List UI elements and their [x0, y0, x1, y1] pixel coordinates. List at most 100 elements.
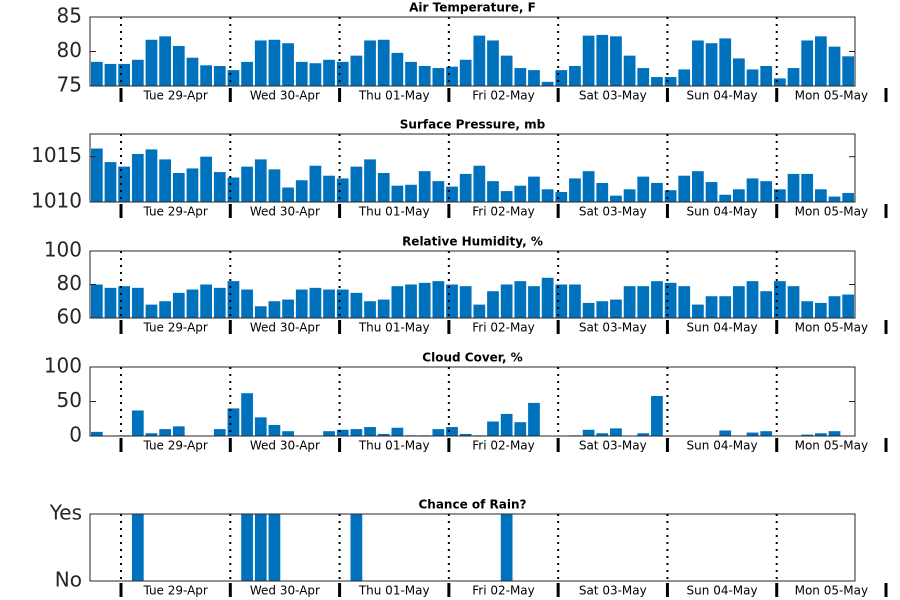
bar — [282, 431, 294, 436]
bar — [227, 408, 240, 436]
day-label: Wed 30-Apr — [250, 89, 320, 103]
day-label: Sat 03-May — [579, 584, 647, 598]
y-tick-label: 85 — [57, 4, 82, 28]
bar — [828, 431, 841, 436]
y-tick-label: 75 — [57, 73, 82, 97]
y-tick-label: 100 — [44, 238, 82, 262]
bar — [90, 431, 103, 436]
bar — [254, 159, 267, 202]
day-label: Tue 29-Apr — [142, 584, 207, 598]
bar — [528, 176, 540, 202]
bar — [569, 284, 581, 318]
y-tick-label: Yes — [49, 501, 82, 525]
day-label: Sat 03-May — [579, 321, 647, 335]
bar — [118, 63, 131, 86]
day-label: Sat 03-May — [579, 205, 647, 219]
panel-title: Surface Pressure, mb — [400, 118, 546, 132]
bar — [446, 66, 458, 86]
bar — [268, 169, 281, 202]
bar — [678, 286, 691, 318]
bar — [760, 65, 773, 86]
bar — [282, 43, 294, 86]
bar — [364, 427, 376, 436]
bar — [104, 162, 117, 202]
bar — [241, 514, 253, 581]
day-label: Tue 29-Apr — [142, 439, 207, 453]
bar — [787, 286, 800, 318]
day-label: Sun 04-May — [687, 321, 758, 335]
bar — [241, 393, 253, 436]
bar — [541, 81, 554, 86]
bar — [528, 70, 540, 86]
panel-title: Chance of Rain? — [418, 498, 526, 512]
bar — [186, 289, 199, 318]
bar — [350, 292, 363, 318]
bar — [678, 175, 691, 202]
y-tick-label: 80 — [57, 38, 82, 62]
bar — [104, 287, 117, 318]
axes-box — [89, 513, 856, 582]
bar — [241, 289, 253, 318]
bar — [432, 68, 445, 86]
bar — [733, 189, 745, 202]
bar — [118, 286, 131, 318]
bar — [418, 65, 431, 86]
bar — [569, 178, 581, 202]
bar — [90, 284, 103, 318]
day-label: Sun 04-May — [687, 439, 758, 453]
day-label: Sun 04-May — [687, 584, 758, 598]
panel-title: Cloud Cover, % — [422, 351, 522, 365]
bar — [664, 190, 677, 202]
bar — [364, 301, 376, 318]
bar — [555, 70, 568, 86]
bar — [514, 422, 527, 436]
bar — [637, 286, 650, 318]
bar — [186, 57, 199, 86]
bar — [801, 301, 814, 318]
bar — [719, 38, 732, 86]
bar — [828, 196, 841, 202]
bar — [773, 78, 786, 86]
bar — [418, 282, 431, 318]
bar — [432, 281, 445, 318]
day-label: Sat 03-May — [579, 439, 647, 453]
bar — [282, 299, 294, 318]
bar — [336, 61, 349, 86]
axes-box — [89, 366, 856, 437]
bar — [446, 427, 458, 436]
bar — [172, 292, 185, 318]
bar — [814, 302, 827, 318]
bar — [569, 65, 581, 86]
day-label: Fri 02-May — [472, 89, 535, 103]
bar — [459, 59, 472, 86]
bar — [719, 430, 732, 436]
bar — [172, 172, 185, 202]
bar — [582, 171, 595, 202]
bar — [227, 70, 240, 86]
bar — [364, 159, 376, 202]
bar — [473, 165, 486, 202]
bar — [500, 55, 513, 86]
bar — [596, 301, 609, 318]
bar — [787, 68, 800, 86]
bar — [651, 281, 663, 318]
bar — [500, 191, 513, 202]
bar — [90, 61, 103, 86]
bar — [254, 40, 267, 86]
bar — [268, 514, 281, 581]
bar — [377, 299, 390, 318]
bar — [227, 281, 240, 318]
bar — [391, 185, 404, 202]
bar — [391, 286, 404, 318]
bar — [596, 433, 609, 436]
bar — [213, 172, 226, 202]
bar — [145, 433, 158, 436]
bar — [227, 177, 240, 202]
panel-title: Relative Humidity, % — [402, 235, 543, 249]
bar — [459, 433, 472, 436]
bar — [131, 287, 144, 318]
bar — [787, 173, 800, 202]
day-label: Wed 30-Apr — [250, 584, 320, 598]
bar — [131, 410, 144, 436]
bar — [801, 173, 814, 202]
